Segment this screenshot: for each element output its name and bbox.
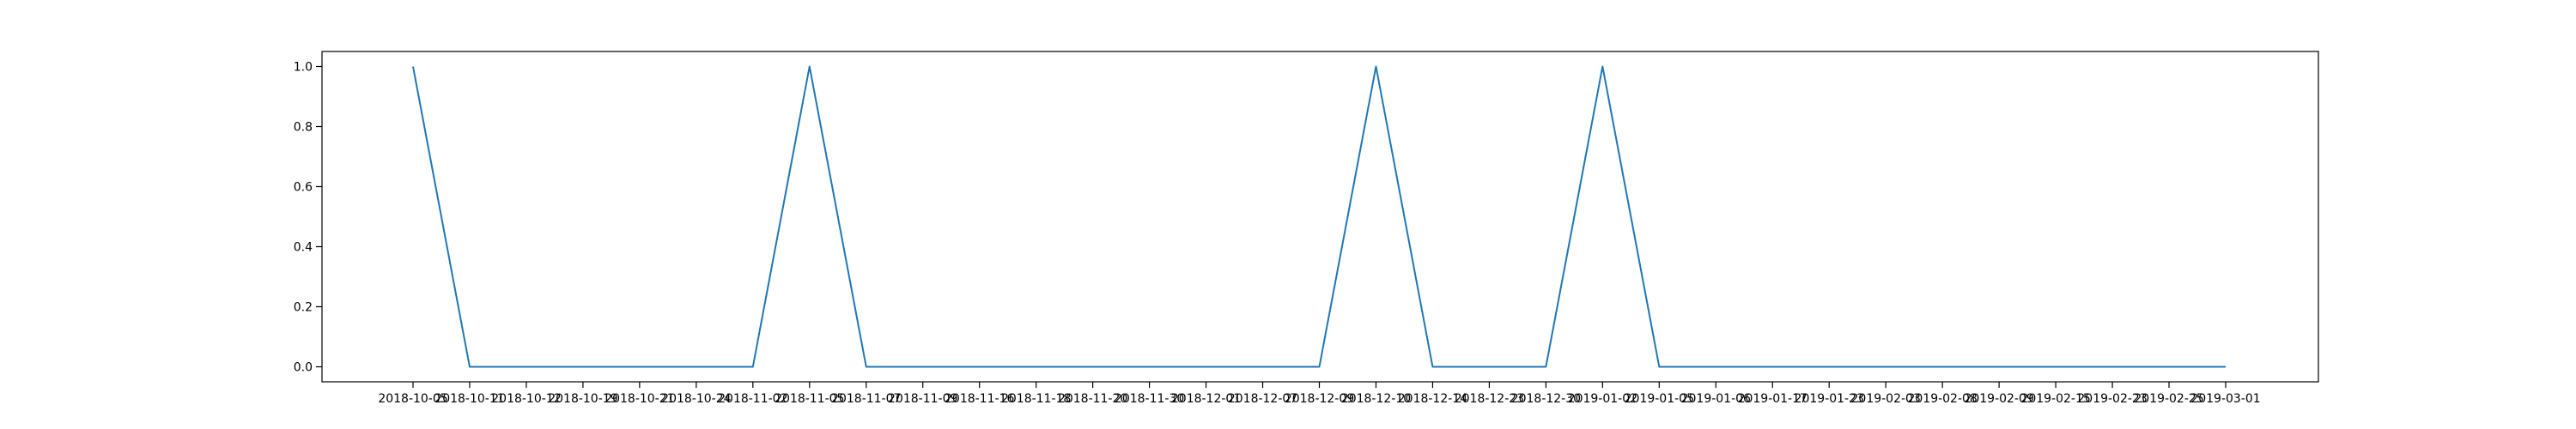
x-tick-label: 2019-01-17 [1738,392,1807,406]
x-tick-label: 2018-12-07 [1228,392,1297,406]
x-tick-label: 2019-02-03 [1851,392,1921,406]
y-tick-label: 0.6 [294,181,313,195]
x-tick-label: 2018-10-11 [434,392,504,406]
x-tick-label: 2018-12-23 [1455,392,1524,406]
x-tick-label: 2018-10-05 [378,392,447,406]
x-tick-label: 2019-02-23 [2077,392,2147,406]
x-tick-label: 2018-12-10 [1341,392,1411,406]
x-tick-label: 2019-01-05 [1625,392,1694,406]
x-tick-label: 2018-12-01 [1171,392,1241,406]
x-tick-label: 2018-10-24 [661,392,731,406]
y-tick-label: 0.0 [294,361,313,375]
y-tick-label: 0.4 [294,241,313,255]
x-tick-label: 2018-12-14 [1398,392,1467,406]
x-tick-label: 2018-11-07 [831,392,901,406]
x-tick-label: 2019-01-23 [1795,392,1864,406]
x-tick-label: 2018-11-16 [945,392,1014,406]
x-axis: 2018-10-052018-10-112018-10-122018-10-19… [378,382,2261,406]
x-tick-label: 2019-02-08 [1907,392,1977,406]
x-tick-label: 2018-11-20 [1058,392,1127,406]
x-tick-label: 2019-02-09 [1964,392,2033,406]
x-tick-label: 2018-11-18 [1001,392,1071,406]
x-tick-label: 2018-12-30 [1511,392,1581,406]
x-tick-label: 2018-11-30 [1115,392,1184,406]
x-tick-label: 2019-02-25 [2134,392,2203,406]
plot-frame [321,51,2319,383]
x-tick-label: 2019-03-01 [2190,392,2260,406]
x-tick-label: 2018-10-12 [491,392,561,406]
x-tick-label: 2019-01-02 [1568,392,1637,406]
x-tick-label: 2018-11-09 [888,392,957,406]
x-tick-label: 2018-10-21 [605,392,674,406]
x-tick-label: 2018-12-09 [1285,392,1354,406]
y-axis: 0.0 0.2 0.4 0.6 0.8 1.0 [294,61,322,375]
series-line [412,65,2226,368]
y-tick-label: 0.2 [294,301,313,315]
plot-area [322,51,2318,382]
x-tick-label: 2019-02-15 [2020,392,2090,406]
y-tick-label: 0.8 [294,121,313,135]
y-tick-label: 1.0 [294,61,313,75]
x-tick-label: 2018-11-02 [718,392,787,406]
x-tick-label: 2018-10-19 [548,392,617,406]
x-tick-label: 2018-11-05 [775,392,844,406]
x-tick-label: 2019-01-06 [1681,392,1751,406]
